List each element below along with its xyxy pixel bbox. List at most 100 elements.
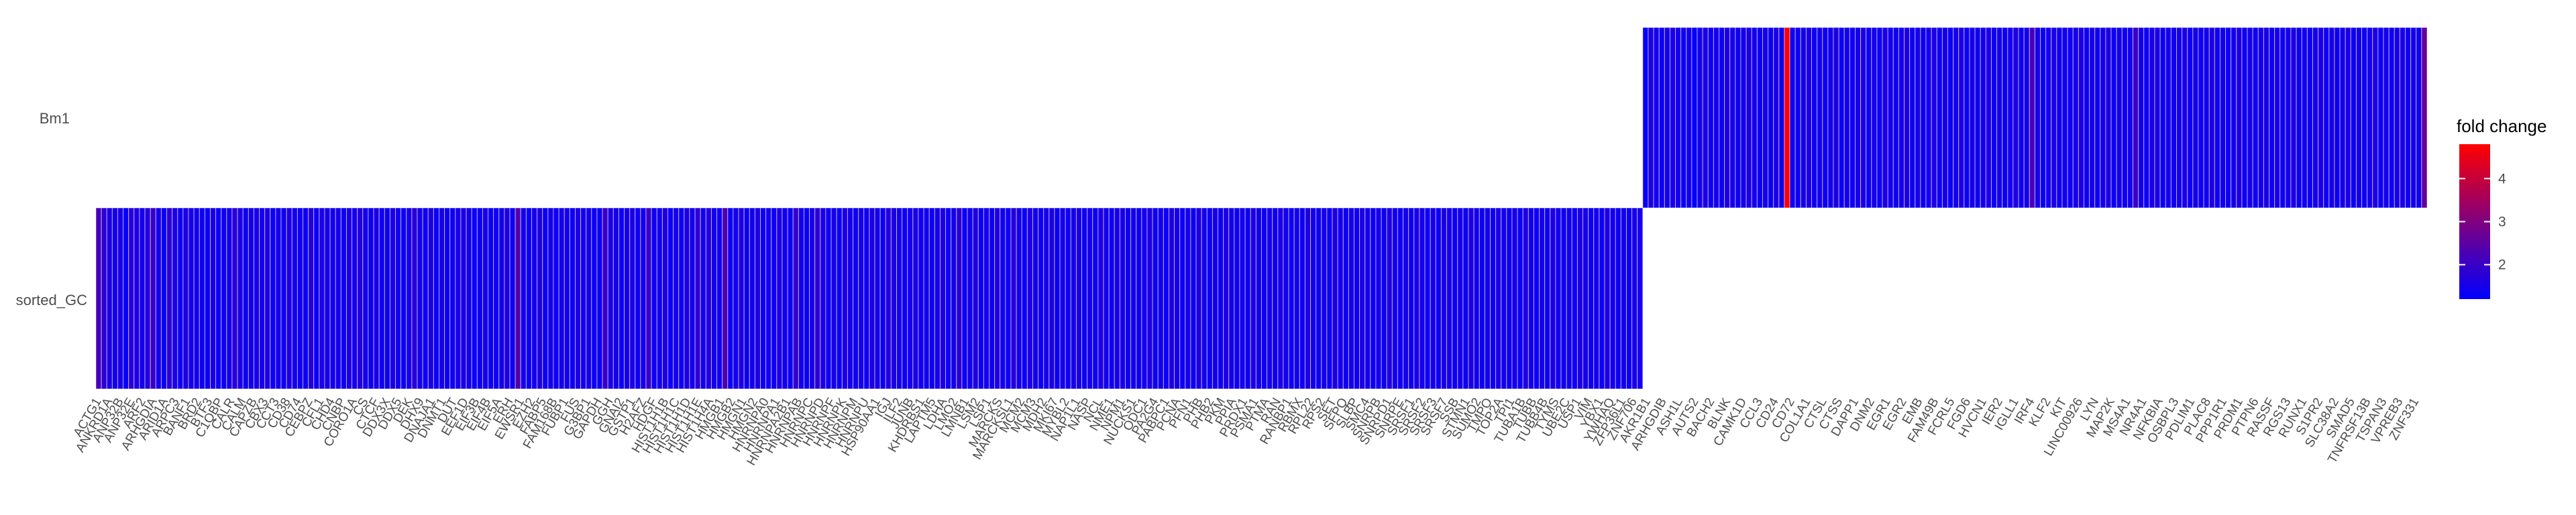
sorted-gc-cell bbox=[1326, 207, 1333, 390]
sorted-gc-cell bbox=[488, 207, 494, 390]
sorted-gc-cell bbox=[395, 207, 402, 390]
sorted-gc-cell bbox=[885, 207, 892, 390]
bm1-cell bbox=[1827, 27, 1834, 209]
bm1-cell bbox=[1642, 27, 1649, 209]
bm1-cell bbox=[1947, 27, 1954, 209]
sorted-gc-cell bbox=[1631, 207, 1638, 390]
sorted-gc-cell bbox=[133, 207, 140, 390]
sorted-gc-cell bbox=[389, 207, 396, 390]
bm1-cell bbox=[1892, 27, 1899, 209]
sorted-gc-cell bbox=[765, 207, 772, 390]
bm1-cell bbox=[2394, 27, 2400, 209]
sorted-gc-cell bbox=[313, 207, 320, 390]
bm1-cell bbox=[1729, 27, 1736, 209]
bm1-cell bbox=[1860, 27, 1867, 209]
sorted-gc-cell bbox=[504, 207, 511, 390]
sorted-gc-cell bbox=[182, 207, 189, 390]
sorted-gc-cell bbox=[1501, 207, 1507, 390]
sorted-gc-cell bbox=[1054, 207, 1061, 390]
sorted-gc-cell bbox=[542, 207, 549, 390]
sorted-gc-cell bbox=[439, 207, 445, 390]
bm1-cell bbox=[1838, 27, 1845, 209]
sorted-gc-cell bbox=[188, 207, 195, 390]
bm1-cell bbox=[2045, 27, 2052, 209]
bm1-cell bbox=[2100, 27, 2106, 209]
bm1-cell bbox=[2306, 27, 2313, 209]
sorted-gc-cell bbox=[1403, 207, 1409, 390]
bm1-cell bbox=[1854, 27, 1862, 209]
bm1-cell bbox=[1909, 27, 1916, 209]
sorted-gc-cell bbox=[1386, 207, 1393, 390]
sorted-gc-cell bbox=[1446, 207, 1453, 390]
sorted-gc-cell bbox=[956, 207, 963, 390]
sorted-gc-cell bbox=[574, 207, 582, 390]
bm1-cell bbox=[2410, 27, 2417, 209]
sorted-gc-cell bbox=[1087, 207, 1093, 390]
bm1-cell bbox=[2361, 27, 2368, 209]
sorted-gc-cell bbox=[814, 207, 821, 390]
row-labels: Bm1 sorted_GC bbox=[16, 110, 87, 308]
sorted-gc-cell bbox=[923, 207, 930, 390]
bm1-cell bbox=[2318, 27, 2324, 209]
bm1-cell bbox=[2263, 27, 2270, 209]
sorted-gc-cell bbox=[378, 207, 385, 390]
bm1-cell bbox=[2061, 27, 2068, 209]
bm1-cell bbox=[2127, 27, 2134, 209]
sorted-gc-cell bbox=[384, 207, 390, 390]
sorted-gc-cell bbox=[460, 207, 467, 390]
sorted-gc-cell bbox=[830, 207, 837, 390]
bm1-cell bbox=[1811, 27, 1818, 209]
sorted-gc-cell bbox=[1468, 207, 1474, 390]
bm1-cell bbox=[2029, 27, 2035, 209]
sorted-gc-cell bbox=[1533, 207, 1540, 390]
bm1-cell bbox=[2377, 27, 2384, 209]
bm1-cell bbox=[2187, 27, 2194, 209]
sorted-gc-cell bbox=[335, 207, 341, 390]
sorted-gc-cell bbox=[977, 207, 984, 390]
sorted-gc-cell bbox=[1364, 207, 1371, 390]
bm1-cell bbox=[2040, 27, 2047, 209]
bm1-cell bbox=[2334, 27, 2341, 209]
sorted-gc-cell bbox=[160, 207, 168, 390]
legend: fold change 2 3 4 bbox=[2457, 116, 2546, 299]
sorted-gc-cell bbox=[803, 207, 810, 390]
sorted-gc-cell bbox=[362, 207, 369, 390]
bm1-cell bbox=[1805, 27, 1813, 209]
bm1-cell bbox=[2203, 27, 2210, 209]
sorted-gc-cell bbox=[994, 207, 1001, 390]
sorted-gc-cell bbox=[1168, 207, 1175, 390]
sorted-gc-cell bbox=[1119, 207, 1126, 390]
sorted-gc-cell bbox=[1337, 207, 1344, 390]
sorted-gc-cell bbox=[324, 207, 331, 390]
bm1-cell bbox=[2165, 27, 2171, 209]
sorted-gc-cell bbox=[509, 207, 516, 390]
legend-tick-label: 4 bbox=[2498, 171, 2506, 186]
sorted-gc-cell bbox=[297, 207, 304, 390]
sorted-gc-cell bbox=[689, 207, 696, 390]
sorted-gc-cell bbox=[558, 207, 565, 390]
sorted-gc-cell bbox=[705, 207, 712, 390]
sorted-gc-cell bbox=[869, 207, 875, 390]
bm1-cell bbox=[1980, 27, 1986, 209]
bm1-cell bbox=[2176, 27, 2183, 209]
sorted-gc-cell bbox=[602, 207, 608, 390]
sorted-gc-cell bbox=[417, 207, 423, 390]
bm1-cell bbox=[1931, 27, 1937, 209]
bm1-cell bbox=[2279, 27, 2286, 209]
sorted-gc-cell bbox=[934, 207, 941, 390]
sorted-gc-cell bbox=[1092, 207, 1099, 390]
bm1-cell bbox=[2182, 27, 2188, 209]
sorted-gc-cell bbox=[340, 207, 347, 390]
bm1-cell bbox=[2247, 27, 2253, 209]
sorted-gc-cell bbox=[591, 207, 598, 390]
sorted-gc-cell bbox=[1103, 207, 1110, 390]
sorted-gc-cell bbox=[466, 207, 472, 390]
bm1-cell bbox=[2002, 27, 2008, 209]
sorted-gc-cell bbox=[139, 207, 146, 390]
sorted-gc-cell bbox=[1544, 207, 1551, 390]
sorted-gc-cell bbox=[1032, 207, 1039, 390]
sorted-gc-cell bbox=[1310, 207, 1317, 390]
sorted-gc-cell bbox=[1299, 207, 1305, 390]
sorted-gc-cell bbox=[1566, 207, 1572, 390]
sorted-gc-cell bbox=[166, 207, 173, 390]
